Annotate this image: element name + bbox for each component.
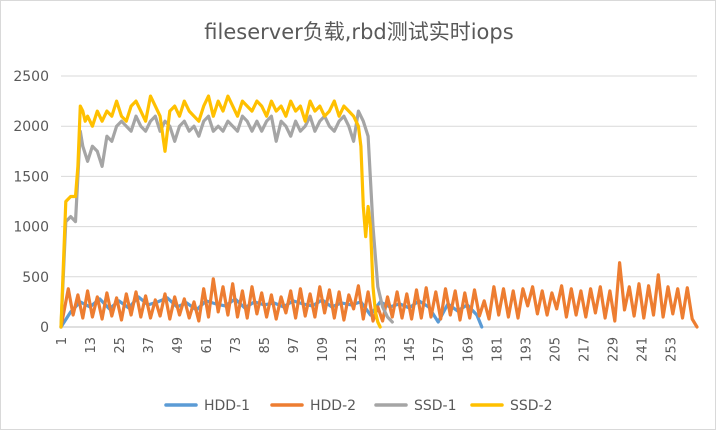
x-tick-label: 217 [577,337,592,362]
legend-label-ssd-2: SSD-2 [510,398,553,414]
legend-label-hdd-1: HDD-1 [204,398,250,414]
x-tick-label: 37 [142,337,157,354]
x-tick-label: 193 [519,337,534,362]
x-tick-label: 25 [113,337,128,354]
axes: 0 500 1000 1500 2000 2500 1 13 25 37 49 61 73 85 97 109… [13,69,697,362]
y-tick-label: 2000 [13,119,49,135]
x-tick-label: 121 [345,337,360,362]
y-tick-label: 1500 [13,169,49,185]
x-tick-label: 253 [664,337,679,362]
x-tick-label: 145 [403,337,418,362]
series-line-hdd-2 [59,261,699,329]
x-tick-label: 1 [55,337,70,345]
x-tick-label: 13 [84,337,99,354]
y-tick-label: 2500 [13,69,49,85]
x-tick-label: 241 [635,337,650,362]
x-tick-label: 49 [171,337,186,354]
x-tick-label: 133 [374,337,389,362]
y-tick-label: 0 [40,320,49,336]
x-tick-label: 73 [229,337,244,354]
series-line-ssd-2 [59,94,382,329]
legend-label-hdd-2: HDD-2 [310,398,356,414]
legend: HDD-1 HDD-2 SSD-1 SSD-2 [164,398,553,414]
x-tick-label: 157 [432,337,447,362]
x-tick-label: 205 [548,337,563,362]
series-line-ssd-1 [59,109,394,329]
x-tick-label: 169 [461,337,476,362]
legend-label-ssd-1: SSD-1 [414,398,457,414]
x-tick-label: 97 [287,337,302,354]
series-lines [59,94,699,329]
y-tick-label: 500 [22,270,49,286]
x-tick-label: 85 [258,337,273,354]
x-tick-label: 61 [200,337,215,354]
x-tick-label: 109 [316,337,331,362]
x-tick-label: 229 [606,337,621,362]
y-tick-label: 1000 [13,220,49,236]
chart-title: fileserver负载,rbd测试实时iops [204,20,513,44]
x-tick-label: 181 [490,337,505,362]
